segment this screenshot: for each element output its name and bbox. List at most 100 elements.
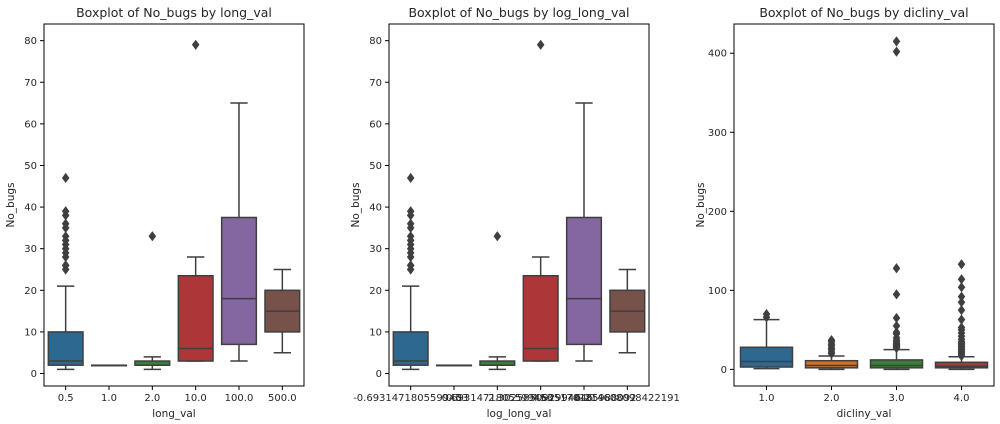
flier-point — [827, 335, 836, 346]
y-tick-label: 40 — [24, 203, 37, 214]
y-axis-label: No_bugs — [350, 183, 362, 228]
box-body — [47, 331, 84, 366]
panel-title: Boxplot of No_bugs by dicliny_val — [759, 5, 968, 20]
flier-point — [61, 172, 70, 184]
y-tick-label: 50 — [369, 161, 382, 172]
box-5 — [565, 102, 603, 362]
plot-frame — [733, 23, 995, 387]
x-tick-label: -0.6931471805599453 — [353, 393, 468, 404]
flier-point — [61, 218, 70, 229]
box-3 — [134, 231, 171, 371]
panel-1: 0 10 20 30 40 50 60 70 80 0.5 1.0 2.0 10.0 100.0 500.0… — [5, 5, 305, 420]
plot-frame — [43, 23, 305, 387]
flier-point — [957, 322, 966, 333]
flier-point — [406, 260, 415, 271]
box-body — [220, 216, 258, 346]
box-1 — [739, 308, 794, 370]
y-tick-label: 30 — [369, 244, 382, 255]
x-axis-label: dicliny_val — [837, 408, 892, 420]
x-axis-label: long_val — [152, 408, 195, 420]
box-body — [392, 331, 429, 366]
y-tick-label: 400 — [708, 49, 727, 60]
flier-point — [957, 305, 966, 316]
flier-point — [762, 308, 771, 320]
y-tick-label: 70 — [369, 78, 382, 89]
box-body — [739, 346, 794, 368]
box-6 — [609, 268, 646, 354]
flier-point — [892, 327, 901, 338]
x-tick-label: 10.0 — [185, 393, 207, 404]
x-tick-label: 2.0 — [824, 393, 840, 404]
box-body — [934, 361, 989, 369]
y-tick-label: 0 — [31, 369, 37, 380]
box-2 — [90, 364, 128, 367]
flier-point — [957, 259, 966, 270]
flier-point — [957, 291, 966, 302]
box-body — [522, 274, 559, 362]
flier-point — [406, 231, 415, 242]
panel-2: 0 10 20 30 40 50 60 70 80 -0.69314718055994530.00… — [350, 5, 680, 420]
flier-point — [61, 231, 70, 242]
x-tick-label: 4.0 — [954, 393, 970, 404]
y-tick-label: 60 — [24, 119, 37, 130]
y-axis-label: No_bugs — [695, 183, 707, 228]
box-3 — [869, 36, 924, 371]
flier-point — [406, 206, 415, 217]
flier-point — [957, 297, 966, 308]
flier-point — [957, 314, 966, 325]
flier-point — [148, 231, 157, 242]
y-tick-label: 10 — [24, 327, 37, 338]
flier-point — [892, 312, 901, 324]
box-1 — [392, 172, 429, 371]
flier-point — [406, 172, 415, 184]
flier-point — [892, 263, 901, 274]
x-tick-label: 0.0 — [446, 393, 462, 404]
x-tick-label: 0.5 — [58, 393, 74, 404]
box-1 — [47, 172, 84, 371]
box-2 — [435, 364, 473, 367]
x-tick-label: 2.0 — [144, 393, 160, 404]
y-tick-label: 60 — [369, 119, 382, 130]
panel-title: Boxplot of No_bugs by long_val — [76, 5, 272, 20]
box-4 — [177, 39, 214, 362]
y-tick-label: 70 — [24, 78, 37, 89]
x-tick-label: 1.0 — [101, 393, 117, 404]
box-6 — [264, 268, 301, 354]
flier-point — [957, 274, 966, 285]
flier-point — [892, 320, 901, 332]
box-5 — [220, 102, 258, 362]
box-body — [804, 359, 859, 369]
flier-point — [892, 46, 901, 57]
x-tick-label: 6.214608098422191 — [575, 393, 680, 404]
box-2 — [804, 335, 859, 371]
box-4 — [522, 39, 559, 362]
panel-3: 0 100 200 300 400 1.0 2.0 3.0 4.0 Boxplot of No_b… — [695, 5, 995, 420]
y-tick-label: 50 — [24, 161, 37, 172]
y-tick-label: 30 — [24, 244, 37, 255]
box-3 — [479, 231, 516, 371]
box-body — [177, 274, 214, 362]
flier-point — [536, 39, 545, 50]
x-tick-label: 1.0 — [759, 393, 775, 404]
box-body — [869, 359, 924, 369]
y-tick-label: 20 — [369, 286, 382, 297]
flier-point — [892, 289, 901, 300]
y-tick-label: 100 — [708, 286, 727, 297]
flier-point — [406, 218, 415, 229]
x-tick-label: 2.302585092994046 — [488, 393, 593, 404]
x-tick-label: 3.0 — [889, 393, 905, 404]
x-tick-label: 100.0 — [225, 393, 254, 404]
flier-point — [191, 39, 200, 50]
x-tick-label: 0.6931471805599453 — [442, 393, 553, 404]
y-tick-label: 0 — [376, 369, 382, 380]
panel-title: Boxplot of No_bugs by log_long_val — [408, 5, 629, 20]
y-tick-label: 200 — [708, 207, 727, 218]
flier-point — [61, 260, 70, 271]
x-tick-label: 500.0 — [268, 393, 297, 404]
y-axis-label: No_bugs — [5, 183, 17, 228]
box-body — [565, 216, 603, 346]
y-tick-label: 20 — [24, 286, 37, 297]
y-tick-label: 10 — [369, 327, 382, 338]
y-tick-label: 0 — [721, 365, 727, 376]
